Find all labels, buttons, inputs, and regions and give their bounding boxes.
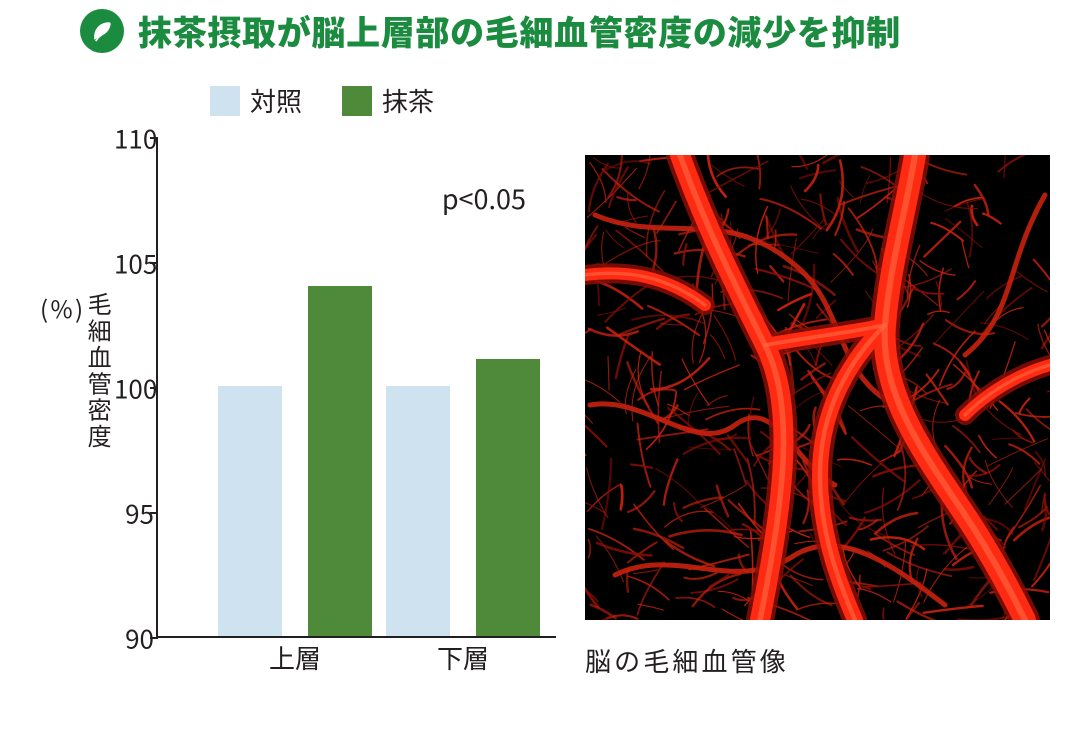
legend-label-control: 対照 [250, 82, 302, 119]
ytick-label: 100 [114, 370, 154, 407]
ytick-label: 90 [114, 620, 154, 657]
legend-swatch-control [210, 86, 240, 116]
ytick-label: 110 [114, 120, 154, 157]
bar [476, 359, 540, 637]
ytick-label: 95 [114, 495, 154, 532]
image-caption: 脳の毛細血管像 [585, 642, 1055, 679]
chart-plot: p<0.05 9095100105110上層下層 [96, 128, 566, 688]
legend-item-control: 対照 [210, 82, 302, 119]
xlabel: 下層 [437, 639, 489, 676]
bar [308, 286, 372, 636]
chart-panel: 対照 抹茶 毛細血管密度(%) p<0.05 9095100105110上層下層 [40, 82, 580, 722]
chart-axes: p<0.05 9095100105110上層下層 [156, 138, 556, 638]
page-title: 抹茶摂取が脳上層部の毛細血管密度の減少を抑制 [138, 6, 901, 55]
capillary-image [585, 155, 1050, 620]
p-value-label: p<0.05 [442, 178, 526, 217]
legend-swatch-matcha [342, 86, 372, 116]
bar [218, 386, 282, 636]
legend-item-matcha: 抹茶 [342, 82, 434, 119]
legend-label-matcha: 抹茶 [382, 82, 434, 119]
xlabel: 上層 [269, 639, 321, 676]
header: 抹茶摂取が脳上層部の毛細血管密度の減少を抑制 [80, 6, 901, 55]
chart-legend: 対照 抹茶 [210, 82, 434, 119]
bar [386, 386, 450, 636]
leaf-icon [80, 9, 124, 53]
ytick-label: 105 [114, 245, 154, 282]
image-panel: 脳の毛細血管像 [585, 155, 1055, 715]
ylabel-unit: (%) [40, 294, 86, 322]
